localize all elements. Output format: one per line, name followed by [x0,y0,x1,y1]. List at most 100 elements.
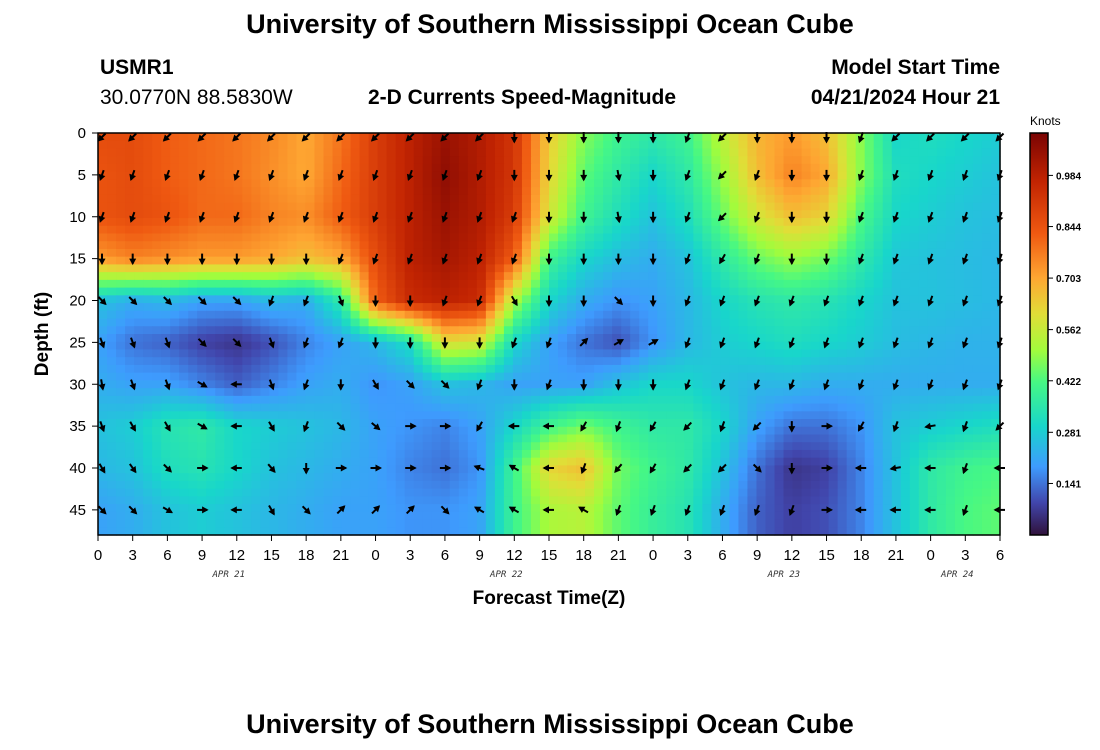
heat-cell [612,156,622,165]
heat-cell [801,341,812,351]
heat-cell [332,496,343,505]
heat-cell [314,202,325,211]
heat-cell [801,210,812,219]
heat-cell [909,225,920,235]
heat-cell [332,388,343,397]
heat-cell [864,140,875,150]
heat-cell [179,426,189,436]
heat-cell [864,194,875,204]
heat-cell [206,395,216,405]
heat-cell [567,256,577,266]
heat-cell [431,156,442,165]
heat-cell [107,504,117,513]
heat-cell [630,179,640,188]
heat-cell [332,295,343,304]
heat-cell [783,341,794,351]
heat-cell [882,171,893,180]
heat-cell [539,465,550,474]
heat-cell [332,403,343,412]
heat-cell [215,218,225,227]
heat-cell [801,372,812,381]
heat-cell [116,148,126,157]
heat-cell [684,287,694,296]
heat-cell [981,403,992,412]
heat-cell [314,449,325,459]
heat-cell [909,163,920,173]
heat-cell [503,334,514,343]
heat-cell [233,473,243,482]
heat-cell [783,241,794,250]
heat-cell [98,334,108,343]
heat-cell [467,310,478,320]
heat-cell [630,233,640,242]
heat-cell [215,133,225,142]
heat-cell [990,272,1001,281]
heat-cell [530,194,541,204]
heat-cell [305,272,316,281]
heat-cell [170,457,180,467]
heat-cell [603,318,613,327]
heat-cell [125,465,135,474]
heat-cell [458,279,469,289]
heat-cell [404,163,415,173]
heat-cell [945,388,956,397]
heat-cell [107,449,117,459]
heat-cell [431,202,442,211]
heat-cell [603,403,613,412]
heat-cell [332,187,343,196]
heat-cell [801,426,812,436]
heat-cell [116,434,126,443]
heat-cell [738,380,749,389]
heat-cell [386,140,397,150]
heat-cell [476,156,487,165]
heat-cell [512,171,523,180]
heat-cell [107,272,117,281]
heat-cell [287,341,298,351]
heat-cell [963,442,974,451]
heat-cell [530,434,541,443]
heat-cell [810,256,821,266]
heat-cell [639,449,649,459]
heat-cell [413,434,424,443]
heat-cell [143,210,153,219]
heat-cell [359,187,370,196]
heat-cell [630,473,640,482]
heat-cell [404,248,415,258]
heat-cell [819,434,830,443]
heat-cell [296,318,307,327]
heat-cell [927,349,938,358]
heat-cell [224,442,234,451]
heat-cell [576,457,586,467]
heat-cell [963,364,974,374]
heat-cell [846,349,857,358]
heat-cell [774,156,785,165]
heat-cell [206,372,216,381]
heat-cell [720,318,730,327]
heat-cell [539,163,550,173]
heat-cell [377,163,388,173]
heat-cell [603,218,613,227]
heat-cell [143,411,153,420]
heat-cell [224,233,234,242]
heat-cell [594,442,604,451]
heat-cell [693,504,703,513]
heat-cell [512,504,523,513]
heat-cell [467,349,478,358]
heat-cell [413,388,424,397]
heat-cell [675,341,685,351]
heat-cell [558,171,568,180]
heat-cell [900,395,911,405]
heat-cell [287,349,298,358]
heat-cell [278,148,289,157]
heat-cell [287,156,298,165]
heat-cell [603,210,613,219]
heat-cell [269,341,279,351]
heat-cell [395,295,406,304]
heat-cell [314,395,325,405]
heat-cell [990,457,1001,467]
heat-cell [747,202,758,211]
heat-cell [594,388,604,397]
heat-cell [693,233,703,242]
heat-cell [675,388,685,397]
heat-cell [855,357,866,366]
